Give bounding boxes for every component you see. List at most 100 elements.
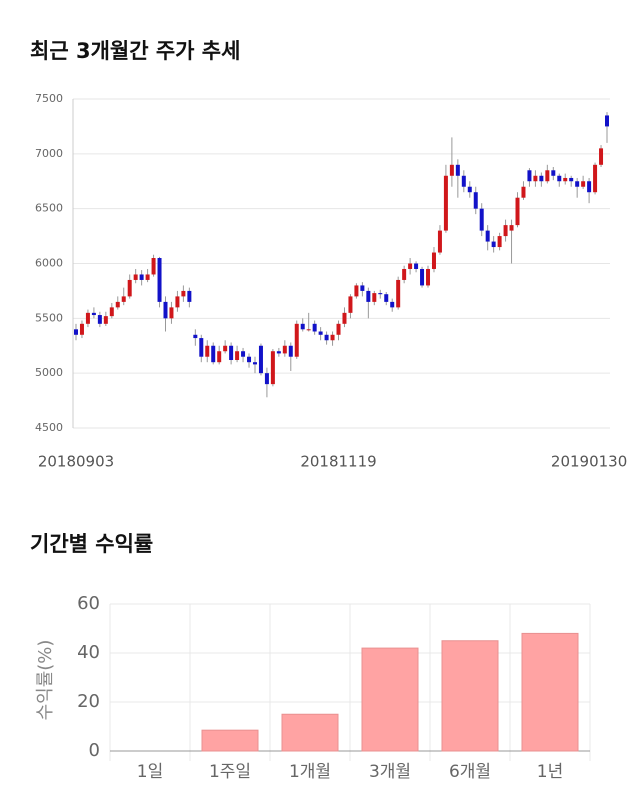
candle-body <box>414 263 419 269</box>
candle-body <box>294 323 299 357</box>
candle-body <box>557 175 562 182</box>
candle-body <box>420 268 425 286</box>
y-axis-title: 수익률(%) <box>35 640 56 721</box>
candle-body <box>569 177 574 182</box>
candle-body <box>109 307 114 317</box>
candle-body <box>103 316 108 324</box>
candle-body <box>581 181 586 187</box>
candle-body <box>390 301 395 308</box>
candle-body <box>396 279 401 308</box>
candle-body <box>384 294 389 302</box>
candle-body <box>91 312 96 316</box>
candle-body <box>575 181 580 187</box>
candle-body <box>354 285 359 297</box>
bar <box>361 647 419 752</box>
candle-body <box>479 208 484 231</box>
x-tick-label: 20181119 <box>300 453 376 471</box>
y-tick-label: 6000 <box>35 257 63 270</box>
candle-body <box>312 323 317 332</box>
candle-body <box>533 175 538 182</box>
candle-body <box>270 351 275 385</box>
candle-body <box>449 164 454 176</box>
candle-body <box>485 230 490 242</box>
y-tick-label: 6500 <box>35 202 63 215</box>
candle-body <box>587 181 592 193</box>
candle-body <box>473 192 478 209</box>
candle-body <box>366 290 371 302</box>
candle-body <box>515 197 520 226</box>
candle-body <box>318 331 323 335</box>
candle-body <box>223 345 228 352</box>
bar <box>281 713 339 752</box>
candle-body <box>593 164 598 193</box>
candle-body <box>181 290 186 297</box>
candle-body <box>121 296 126 302</box>
candle-body <box>199 338 204 357</box>
x-tick-label: 1개월 <box>289 762 331 782</box>
candle-body <box>491 241 496 248</box>
bar <box>441 640 499 752</box>
chart-title: 최근 3개월간 주가 추세 <box>30 39 240 63</box>
candle-body <box>175 296 180 308</box>
y-tick-label: 60 <box>77 593 100 614</box>
x-tick-label: 20180903 <box>38 453 114 471</box>
candle-body <box>258 345 263 374</box>
candle-body <box>252 362 257 365</box>
candle-body <box>360 285 365 291</box>
candle-body <box>127 279 132 297</box>
candle-body <box>461 175 466 187</box>
candle-body <box>342 312 347 324</box>
candle-body <box>599 148 604 165</box>
x-tick-label: 1주일 <box>209 762 251 782</box>
candle-body <box>74 329 78 335</box>
candle-body <box>79 323 84 335</box>
x-tick-label: 1일 <box>137 762 163 782</box>
candle-body <box>336 323 341 335</box>
x-tick-label: 6개월 <box>449 762 491 782</box>
candle-body <box>85 312 90 324</box>
y-tick-label: 7500 <box>35 92 63 105</box>
candle-body <box>521 186 526 198</box>
candle-body <box>402 268 407 280</box>
candle-body <box>545 170 550 182</box>
candle-body <box>145 274 150 280</box>
x-tick-label: 20190130 <box>551 453 627 471</box>
candle-body <box>264 373 269 385</box>
y-tick-label: 0 <box>89 740 100 761</box>
candle-body <box>229 345 234 361</box>
candle-body <box>115 301 120 308</box>
candle-body <box>282 345 287 354</box>
candle-body <box>247 356 252 363</box>
y-tick-label: 5000 <box>35 366 63 379</box>
candle-body <box>187 290 192 302</box>
y-tick-label: 20 <box>77 691 100 712</box>
candle-body <box>193 334 198 339</box>
candle-body <box>163 301 168 319</box>
candle-body <box>97 315 102 324</box>
candle-body <box>306 329 311 331</box>
candle-body <box>276 351 281 354</box>
candle-body <box>211 345 216 363</box>
chart-title: 기간별 수익률 <box>30 532 153 556</box>
candle-body <box>509 225 514 231</box>
y-tick-label: 7000 <box>35 147 63 160</box>
candle-body <box>443 175 448 231</box>
candle-body <box>539 175 544 182</box>
candle-body <box>205 345 210 357</box>
candle-body <box>157 258 162 302</box>
candle-body <box>551 170 556 176</box>
candle-body <box>503 225 508 237</box>
candle-body <box>330 334 335 341</box>
candle-body <box>348 296 353 313</box>
y-tick-label: 40 <box>77 642 100 663</box>
candle-body <box>241 351 246 357</box>
candle-body <box>169 307 174 319</box>
candle-body <box>288 345 293 357</box>
candle-body <box>408 263 413 269</box>
y-tick-label: 5500 <box>35 311 63 324</box>
candle-body <box>324 334 329 341</box>
candle-body <box>467 186 472 193</box>
candle-body <box>455 164 460 176</box>
candle-body <box>431 252 436 269</box>
